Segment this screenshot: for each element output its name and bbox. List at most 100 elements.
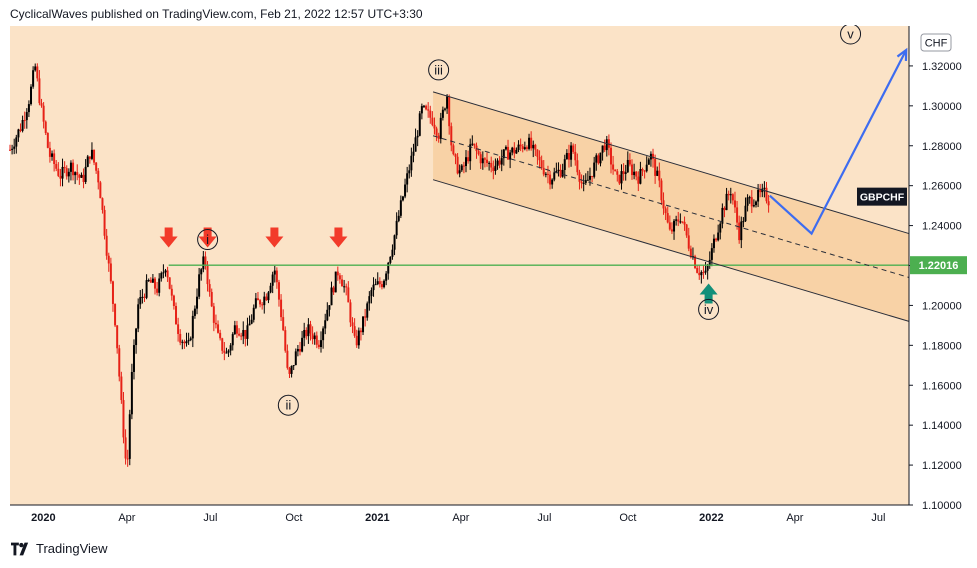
candle-body xyxy=(130,371,133,415)
candle-body xyxy=(746,197,749,206)
wave-label-text: ii xyxy=(285,398,291,413)
y-tick-label: 1.24000 xyxy=(922,221,962,233)
candles xyxy=(9,63,770,467)
arrow-down-icon xyxy=(265,227,284,248)
chart[interactable]: i ii iii iv v 1.10000 1.12000 1.14000 1.16000 1.… xyxy=(0,23,977,531)
candle-body xyxy=(670,229,673,232)
candle-body xyxy=(618,174,621,184)
candle-body xyxy=(179,333,182,343)
candle-body xyxy=(198,274,201,297)
y-tick-label: 1.32000 xyxy=(922,61,962,73)
candle-body xyxy=(277,282,280,300)
candle-body xyxy=(256,298,259,301)
candle-body xyxy=(362,316,365,333)
candle-body xyxy=(269,285,272,293)
candle-body xyxy=(679,221,682,223)
candle-body xyxy=(536,149,539,157)
candle-body xyxy=(317,344,320,348)
wave-label-text: i xyxy=(206,232,209,247)
y-axis[interactable]: 1.10000 1.12000 1.14000 1.16000 1.18000 1.200… xyxy=(857,33,967,512)
candle-body xyxy=(19,129,22,131)
candle-body xyxy=(662,200,665,209)
candle-body xyxy=(122,400,125,438)
candle-body xyxy=(689,248,692,258)
x-axis[interactable]: 2020 Apr Jul Oct 2021 Apr Jul Oct 2022 Apr Jul xyxy=(31,512,885,524)
candle-body xyxy=(391,249,394,257)
candle-body xyxy=(160,273,163,279)
candle-body xyxy=(204,256,207,265)
candle-body xyxy=(101,198,104,210)
candle-body xyxy=(9,149,11,151)
candle-body xyxy=(305,329,308,337)
candle-body xyxy=(687,235,690,249)
candle-body xyxy=(431,117,434,125)
candle-body xyxy=(570,145,573,160)
candle-body xyxy=(542,167,545,175)
candle-body xyxy=(712,238,715,249)
candle-body xyxy=(717,232,720,241)
candle-body xyxy=(668,222,671,230)
candle-body xyxy=(553,172,556,180)
candle-body xyxy=(464,157,467,167)
candle-body xyxy=(729,194,732,196)
candle-body xyxy=(280,299,283,318)
candle-body xyxy=(620,171,623,184)
candle-body xyxy=(301,337,304,352)
candle-body xyxy=(86,156,89,167)
candle-body xyxy=(21,120,24,131)
candle-body xyxy=(523,147,526,150)
candle-body xyxy=(343,286,346,288)
candle-body xyxy=(294,351,297,366)
candle-body xyxy=(435,128,438,136)
candle-body xyxy=(69,162,72,172)
candle-body xyxy=(132,345,135,372)
candle-body xyxy=(320,340,323,348)
candle-body xyxy=(298,348,301,352)
y-tick-label: 1.12000 xyxy=(922,460,962,472)
candle-body xyxy=(710,248,713,260)
candle-body xyxy=(261,304,264,306)
candle-body xyxy=(544,173,547,175)
candle-body xyxy=(25,112,28,121)
candle-body xyxy=(193,308,196,316)
candle-body xyxy=(561,169,564,177)
candle-body xyxy=(36,66,39,79)
candle-body xyxy=(454,154,457,157)
candle-body xyxy=(107,255,110,264)
candle-body xyxy=(513,147,516,154)
candle-body xyxy=(490,162,493,168)
candle-body xyxy=(72,162,75,176)
projection-arrowhead xyxy=(896,47,908,61)
candle-body xyxy=(700,272,703,276)
candle-body xyxy=(82,174,85,182)
footer-brand: TradingView xyxy=(36,541,108,556)
candle-body xyxy=(563,159,566,170)
candle-body xyxy=(74,172,77,176)
x-tick-label: 2021 xyxy=(365,512,389,524)
candle-body xyxy=(315,335,318,345)
symbol-tag: GBPCHF xyxy=(857,187,907,206)
candle-body xyxy=(370,290,373,297)
candle-body xyxy=(708,259,711,266)
candle-body xyxy=(273,270,276,275)
candle-body xyxy=(410,155,413,171)
candle-body xyxy=(137,304,140,329)
candle-body xyxy=(97,170,100,183)
candle-body xyxy=(652,153,655,160)
candle-body xyxy=(116,325,119,349)
candle-body xyxy=(509,152,512,160)
candle-body xyxy=(647,159,650,165)
candle-body xyxy=(750,197,753,207)
x-tick-label: Jul xyxy=(537,512,551,524)
arrow-down-icon xyxy=(198,227,217,248)
candle-body xyxy=(641,169,644,171)
candle-body xyxy=(151,278,154,283)
candle-body xyxy=(214,322,217,325)
candle-body xyxy=(660,180,663,201)
candle-body xyxy=(225,352,228,354)
candle-body xyxy=(429,110,432,118)
candle-body xyxy=(244,329,247,339)
candle-body xyxy=(733,200,736,208)
candle-body xyxy=(177,324,180,334)
